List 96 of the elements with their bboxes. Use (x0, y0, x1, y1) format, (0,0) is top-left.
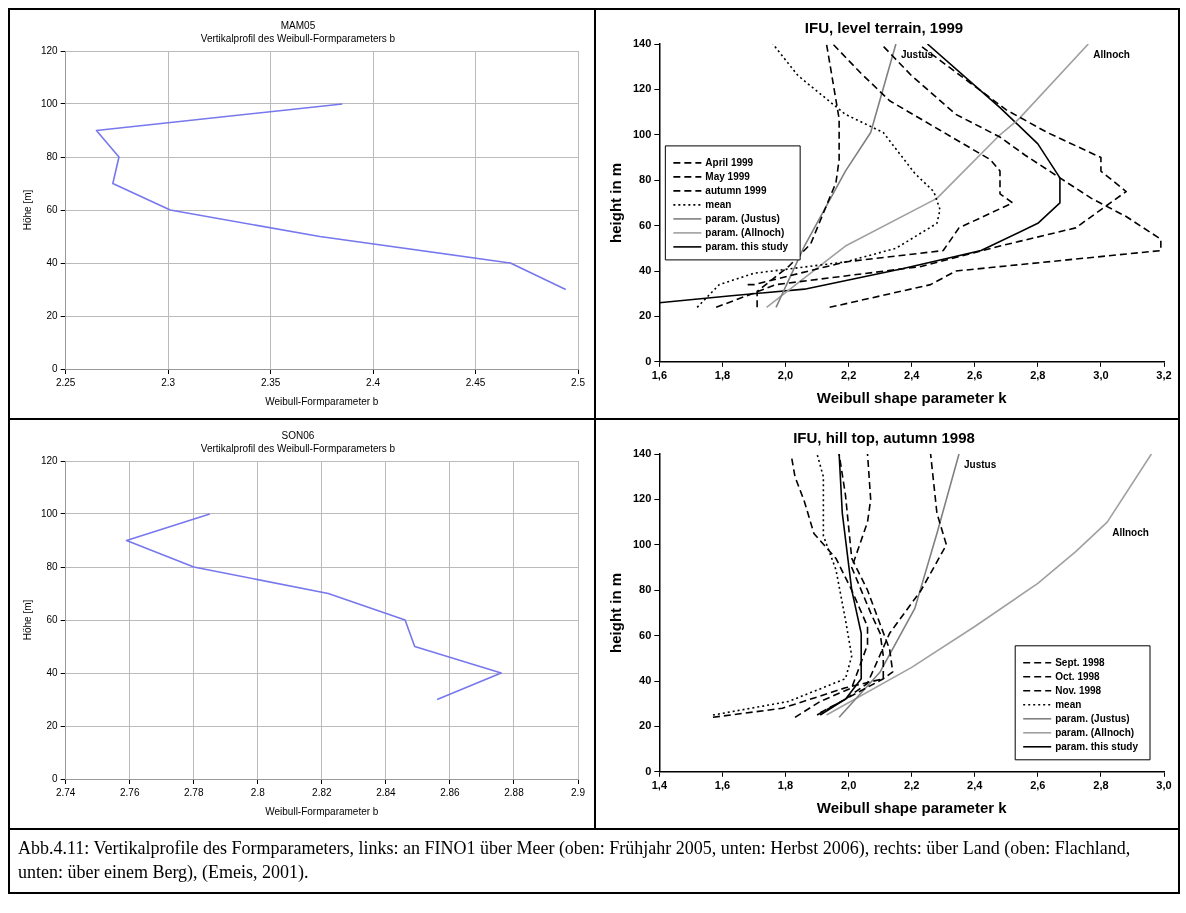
annotation: Allnoch (1093, 48, 1130, 60)
legend-label: mean (1055, 698, 1082, 710)
y-tick-label: 100 (632, 537, 652, 550)
legend-label: param. (Allnoch) (705, 226, 785, 238)
y-tick-label: 60 (46, 613, 59, 625)
y-tick-label: 140 (632, 447, 652, 460)
y-tick-label: 120 (41, 454, 59, 466)
x-tick-label: 2,0 (840, 779, 857, 792)
x-tick-label: 2.9 (571, 786, 586, 798)
y-tick-label: 0 (52, 362, 59, 374)
chart-title: SON06 (281, 429, 315, 441)
x-tick-label: 2.88 (504, 786, 525, 798)
y-tick-label: 0 (52, 772, 59, 784)
y-tick-label: 40 (639, 264, 652, 277)
legend-label: param. (Allnoch) (1055, 726, 1135, 738)
x-tick-label: 2.76 (119, 786, 140, 798)
x-tick-label: 1,6 (651, 369, 667, 382)
y-axis-title: Höhe [m] (21, 189, 33, 231)
y-tick-label: 40 (46, 256, 59, 268)
y-tick-label: 20 (639, 309, 652, 322)
x-tick-label: 2,4 (967, 779, 984, 792)
chart-title: MAM05 (280, 19, 316, 31)
annotation: Justus (963, 458, 997, 470)
y-tick-label: 120 (632, 492, 652, 505)
y-tick-label: 140 (632, 37, 652, 50)
legend-label: param. this study (1055, 740, 1139, 752)
x-axis-title: Weibull-Formparameter b (265, 395, 379, 407)
x-tick-label: 3,0 (1156, 779, 1172, 792)
y-tick-label: 80 (46, 150, 59, 162)
y-tick-label: 40 (46, 666, 59, 678)
annotation: Justus (900, 48, 934, 60)
x-axis-title: Weibull shape parameter k (816, 799, 1008, 817)
y-tick-label: 80 (639, 583, 652, 596)
x-tick-label: 2,2 (840, 369, 857, 382)
x-axis-title: Weibull shape parameter k (816, 389, 1008, 407)
x-tick-label: 3,2 (1156, 369, 1172, 382)
y-tick-label: 60 (639, 218, 652, 231)
x-tick-label: 2,6 (967, 369, 983, 382)
x-tick-label: 2,2 (904, 779, 920, 792)
y-tick-label: 120 (41, 44, 59, 56)
x-tick-label: 2,4 (904, 369, 921, 382)
legend-label: Oct. 1998 (1055, 670, 1101, 682)
x-tick-label: 2,6 (1030, 779, 1046, 792)
y-axis-title: height in m (607, 162, 625, 243)
x-tick-label: 2.3 (161, 376, 176, 388)
y-tick-label: 100 (41, 507, 59, 519)
y-tick-label: 40 (639, 674, 652, 687)
legend-label: April 1999 (705, 156, 754, 168)
legend-label: param. (Justus) (705, 212, 780, 224)
x-tick-label: 2.82 (312, 786, 333, 798)
x-tick-label: 1,8 (714, 369, 731, 382)
x-tick-label: 2.74 (55, 786, 76, 798)
y-axis-title: height in m (607, 572, 625, 653)
x-tick-label: 2,0 (777, 369, 794, 382)
y-tick-label: 80 (639, 173, 652, 186)
chart-subtitle: Vertikalprofil des Weibull-Formparameters b (200, 442, 396, 454)
x-tick-label: 2.86 (440, 786, 461, 798)
x-tick-label: 2,8 (1030, 369, 1046, 382)
x-tick-label: 2.84 (376, 786, 397, 798)
legend-label: autumn 1999 (705, 184, 767, 196)
x-tick-label: 2.8 (250, 786, 266, 798)
x-tick-label: 2.4 (366, 376, 381, 388)
x-tick-label: 2.5 (571, 376, 586, 388)
x-tick-label: 1,4 (651, 779, 668, 792)
chart-title: IFU, level terrain, 1999 (804, 19, 964, 37)
y-axis-title: Höhe [m] (21, 599, 33, 641)
y-tick-label: 80 (46, 560, 59, 572)
x-tick-label: 3,0 (1093, 369, 1109, 382)
legend-label: May 1999 (705, 170, 751, 182)
x-tick-label: 2.45 (465, 376, 486, 388)
legend-label: Nov. 1998 (1055, 684, 1102, 696)
x-tick-label: 2.35 (260, 376, 281, 388)
legend-label: param. (Justus) (1055, 712, 1130, 724)
chart-title: IFU, hill top, autumn 1998 (793, 429, 975, 447)
x-tick-label: 1,8 (777, 779, 794, 792)
y-tick-label: 100 (41, 97, 59, 109)
y-tick-label: 0 (645, 354, 652, 367)
legend-label: param. this study (705, 240, 789, 252)
y-tick-label: 20 (46, 309, 59, 321)
x-tick-label: 2.78 (184, 786, 204, 798)
legend-label: Sept. 1998 (1055, 656, 1106, 668)
y-tick-label: 20 (639, 719, 652, 732)
x-tick-label: 2,8 (1093, 779, 1109, 792)
x-tick-label: 2.25 (55, 376, 76, 388)
y-tick-label: 60 (46, 203, 59, 215)
y-tick-label: 100 (632, 127, 652, 140)
annotation: Allnoch (1112, 526, 1149, 538)
legend-label: mean (705, 198, 732, 210)
y-tick-label: 20 (46, 719, 59, 731)
y-tick-label: 0 (645, 764, 652, 777)
chart-subtitle: Vertikalprofil des Weibull-Formparameters b (200, 32, 396, 44)
y-tick-label: 60 (639, 628, 652, 641)
x-tick-label: 1,6 (714, 779, 731, 792)
caption: Abb.4.11: Vertikalprofile des Formparameters, links: an FINO1 über Meer (oben: Frühjahr 2005, unten: Herbst 2006), rechts: über Land (oben: Flachland, unten: über einem Berg), (Emeis, 2001). (18, 837, 1132, 884)
x-axis-title: Weibull-Formparameter b (265, 805, 379, 817)
y-tick-label: 120 (632, 82, 652, 95)
